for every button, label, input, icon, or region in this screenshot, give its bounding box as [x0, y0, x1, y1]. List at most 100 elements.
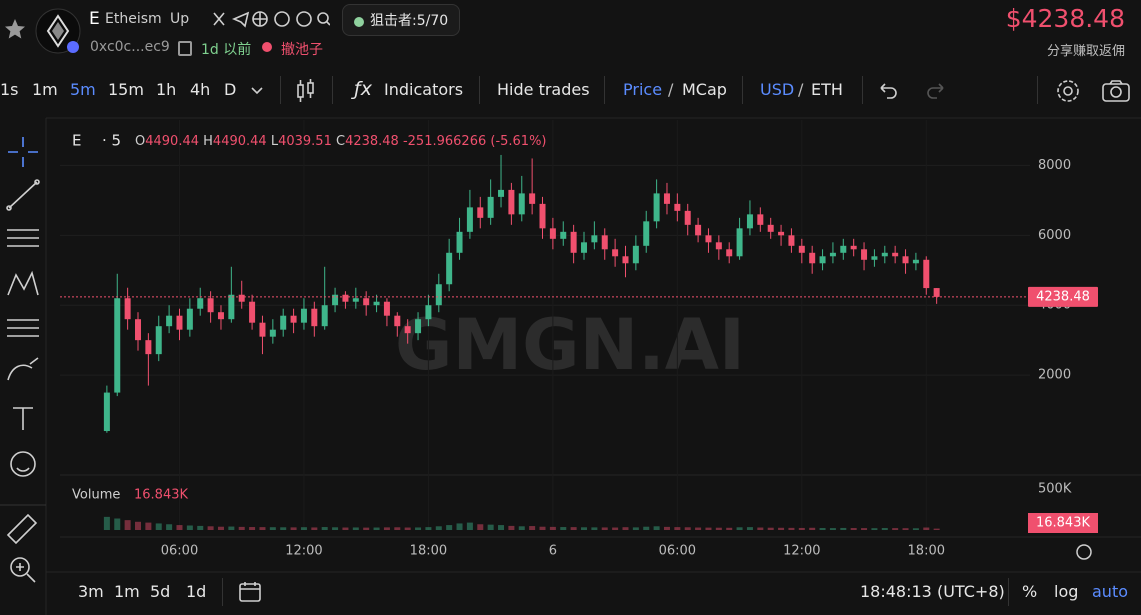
candle-body [508, 189, 515, 215]
log-toggle[interactable]: log [1054, 582, 1079, 601]
interval-button[interactable]: 1m [32, 80, 58, 99]
volume-bar [612, 527, 619, 530]
range-button[interactable]: 1m [114, 582, 140, 601]
volume-bar [311, 527, 318, 530]
candle-body [861, 249, 868, 260]
candle-body [933, 288, 940, 297]
volume-bar [134, 521, 141, 530]
auto-toggle[interactable]: auto [1092, 582, 1129, 601]
volume-bar [871, 528, 878, 530]
volume-bar [477, 524, 484, 530]
candle-body [850, 245, 857, 250]
candle-body [580, 242, 587, 253]
range-button[interactable]: 1d [186, 582, 207, 601]
volume-bar [290, 527, 297, 530]
candle-body [435, 284, 442, 306]
indicators-button[interactable]: Indicators [384, 80, 464, 99]
x-tick-label: 12:00 [783, 544, 820, 559]
fx-icon[interactable]: ƒx [354, 78, 372, 100]
chart-type-icon[interactable] [295, 78, 317, 104]
mcap-toggle[interactable]: MCap [682, 80, 727, 99]
candle-body [466, 207, 473, 232]
social-links[interactable] [210, 10, 330, 28]
candle-body [352, 298, 359, 302]
candle-body [186, 308, 193, 330]
axis-settings[interactable] [1076, 544, 1092, 560]
volume-label-bg [1028, 513, 1098, 533]
volume-bar [695, 527, 702, 530]
candle-body [881, 252, 888, 257]
interval-button[interactable]: 1h [156, 80, 177, 99]
interval-button[interactable]: D [224, 80, 237, 99]
volume-bar [746, 527, 753, 530]
volume-bar [332, 527, 339, 530]
volume-label: 16.843K [1036, 516, 1090, 531]
volume-bar [912, 528, 919, 530]
token-symbol: E [89, 9, 100, 29]
candle-body [363, 298, 370, 306]
volume-tick-label: 500K [1038, 481, 1072, 496]
volume-bar [518, 526, 525, 530]
candle-body [134, 319, 141, 341]
candle-body [560, 231, 567, 239]
range-button[interactable]: 3m [78, 582, 104, 601]
pool-status: 撤池子 [281, 42, 323, 58]
candle-body [923, 259, 930, 289]
usd-toggle[interactable]: USD [760, 80, 795, 99]
candle-body [114, 298, 121, 393]
interval-button[interactable]: 1s [0, 80, 19, 99]
candle-body [300, 308, 307, 323]
goto-date[interactable] [237, 580, 263, 604]
volume-bar [632, 527, 639, 530]
token-name: Etheism [105, 11, 162, 27]
volume-bar [238, 526, 245, 530]
settings-camera[interactable] [1055, 78, 1135, 104]
volume-bar [114, 518, 121, 530]
price-toggle[interactable]: Price [623, 80, 663, 99]
candle-body [487, 196, 494, 218]
candle-body [280, 315, 287, 330]
candle-body [705, 235, 712, 243]
candle-body [321, 305, 328, 327]
volume-bar [570, 527, 577, 530]
volume-bar [217, 526, 224, 530]
eth-toggle[interactable]: ETH [811, 80, 843, 99]
candle-body [145, 340, 152, 355]
candle-body [715, 242, 722, 250]
ohlc-key: H [203, 134, 213, 149]
candle-body [778, 231, 785, 236]
volume-bar [902, 528, 909, 530]
candle-body [632, 245, 639, 264]
volume-bar [446, 525, 453, 530]
sniper-count: 狙击者:5/70 [370, 13, 449, 29]
pool-icon [262, 42, 272, 52]
hide-trades-button[interactable]: Hide trades [497, 80, 590, 99]
candle-body [612, 249, 619, 257]
candle-body [788, 235, 795, 246]
volume-bar [643, 526, 650, 530]
candle-body [767, 224, 774, 232]
sniper-pill[interactable] [342, 4, 460, 36]
percent-toggle[interactable]: % [1022, 582, 1038, 601]
volume-bar [622, 527, 629, 530]
interval-button[interactable]: 15m [108, 80, 144, 99]
volume-bar [269, 527, 276, 530]
candle-body [155, 326, 162, 355]
favorite-star[interactable] [4, 18, 26, 40]
copy-icon[interactable] [178, 41, 192, 56]
volume-bar [321, 527, 328, 530]
interval-button[interactable]: 4h [190, 80, 211, 99]
interval-dropdown[interactable] [248, 84, 266, 98]
candle-body [892, 252, 899, 257]
drawing-tools[interactable] [0, 130, 46, 590]
token-address[interactable]: 0xc0c...ec9 [90, 39, 170, 55]
range-button[interactable]: 5d [150, 582, 171, 601]
undo-redo[interactable] [877, 80, 947, 102]
share-link[interactable]: 分享赚取返佣 [1046, 44, 1125, 59]
volume-bar [352, 527, 359, 530]
interval-button[interactable]: 5m [70, 80, 96, 99]
candle-body [736, 228, 743, 257]
volume-bar [435, 526, 442, 530]
candle-body [674, 203, 681, 211]
